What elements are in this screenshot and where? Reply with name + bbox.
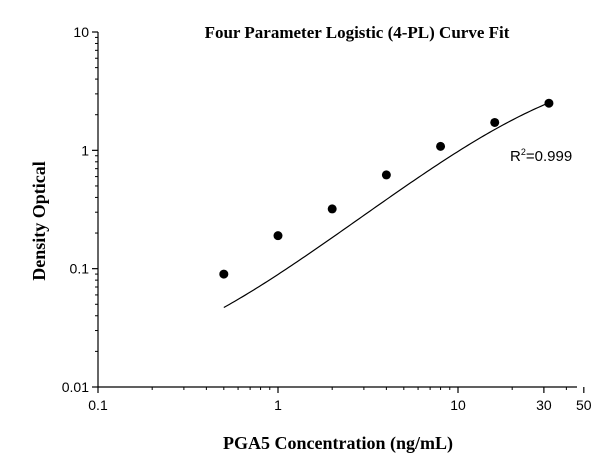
y-axis-title: Density Optical <box>29 161 49 281</box>
chart-title: Four Parameter Logistic (4-PL) Curve Fit <box>205 23 510 42</box>
data-points <box>219 98 554 279</box>
fit-curve <box>223 102 550 309</box>
x-tick-label: 50 <box>576 397 592 413</box>
data-point <box>219 269 229 279</box>
r-squared-sup: 2 <box>521 147 526 157</box>
data-point <box>327 204 337 214</box>
plot-area: 0.01 0.1 1 10 0.1 1 10 30 50 <box>62 24 592 413</box>
x-tick-label: 0.1 <box>88 397 108 413</box>
r-squared-base: R <box>510 148 521 165</box>
x-axis-title: PGA5 Concentration (ng/mL) <box>223 433 453 454</box>
y-tick-label: 1 <box>81 142 89 158</box>
y-tick-label: 0.1 <box>70 261 90 277</box>
data-point <box>490 117 500 127</box>
x-axis: 0.1 1 10 30 50 <box>88 386 592 413</box>
y-tick-label: 0.01 <box>62 379 89 395</box>
r-squared-value: =0.999 <box>526 148 572 165</box>
r-squared-annotation: R2=0.999 <box>510 147 572 165</box>
x-tick-label: 1 <box>274 397 282 413</box>
x-tick-label: 30 <box>536 397 552 413</box>
data-point <box>273 231 283 241</box>
x-tick-label: 10 <box>450 397 466 413</box>
y-tick-label: 10 <box>73 24 89 40</box>
data-point <box>436 141 446 151</box>
data-point <box>544 98 554 108</box>
y-axis: 0.01 0.1 1 10 <box>62 24 99 395</box>
data-point <box>381 170 391 180</box>
